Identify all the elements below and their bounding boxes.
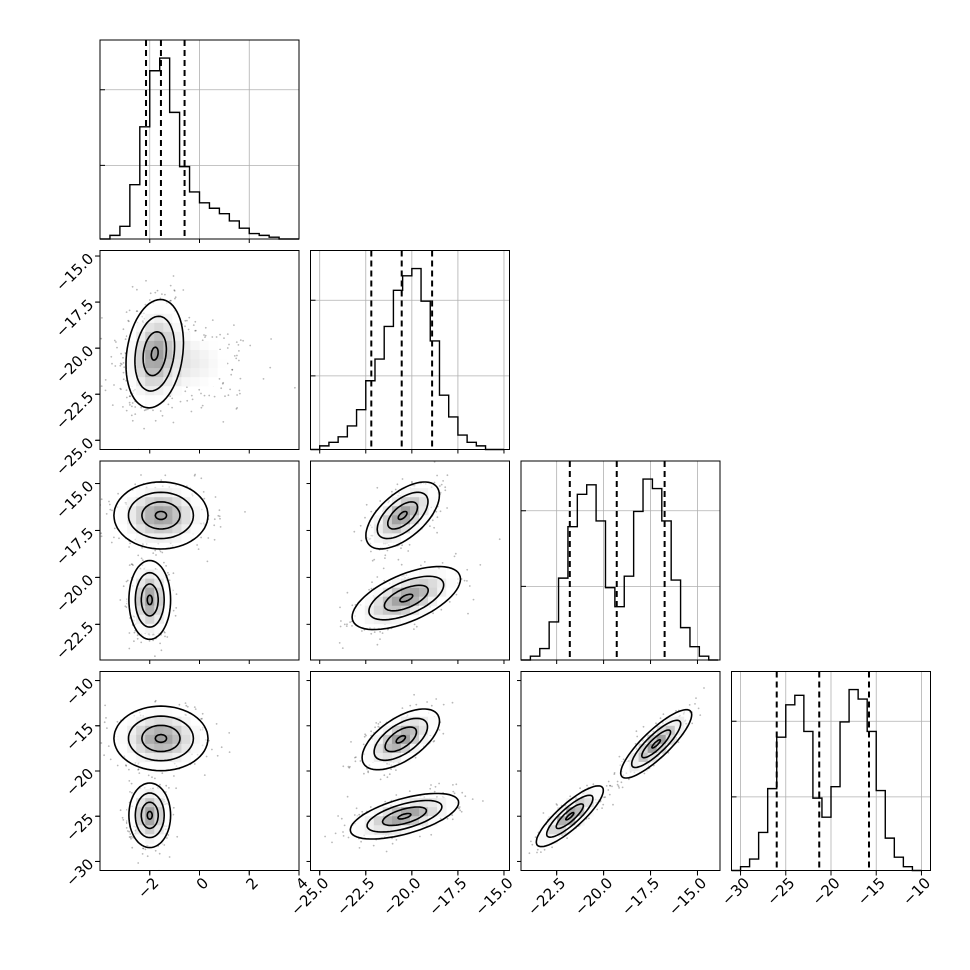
y-tick-label: −25.0 [52,434,97,479]
joint-panel-0-3 [100,671,299,871]
contour-line [399,593,414,603]
contour-line [384,726,418,753]
marginal-panel-1 [310,250,510,451]
y-tick-label: −22.5 [52,388,97,433]
contour-line [619,708,693,779]
density-contours [535,708,693,848]
panel-frame [310,460,510,661]
contour-line [150,346,159,361]
joint-panel-1-3 [310,671,510,871]
density-contours [351,481,462,631]
histogram-step-2 [521,478,719,661]
contour-line [535,785,605,848]
contour-line [127,715,195,762]
panel-bg [310,250,510,450]
x-tick-label: −22.5 [333,874,378,919]
contour-line [154,510,168,521]
contour-line [387,501,419,530]
y-tick-label: −15.0 [52,250,97,295]
y-tick-label: −15.0 [52,477,97,522]
marginal-panel-0 [99,39,300,240]
y-tick-label: −17.5 [52,524,97,569]
contour-line [140,801,159,830]
contour-line [630,719,682,769]
x-tick-label: −2 [134,874,162,902]
y-tick-label: −20.0 [52,342,97,387]
panel-frame [520,460,721,661]
contour-line [395,734,407,744]
y-tick-label: −30 [62,855,97,890]
contour-line [134,571,166,628]
panel-bg [310,671,510,871]
y-tick-label: −20.0 [52,571,97,616]
contour-line [383,584,430,612]
y-tick-label: −22.5 [52,618,97,663]
contour-line [365,481,441,550]
contour-line [397,812,412,820]
x-tick-label: −20 [809,874,844,909]
contour-line [545,794,594,838]
density-contours [113,481,209,641]
contour-line [146,594,153,606]
joint-panel-0-1 [100,250,299,450]
histogram-step-0 [100,57,299,240]
contour-line [555,803,585,830]
contour-line [127,491,195,540]
joint-panel-0-2 [100,461,299,660]
x-tick-label: −17.5 [425,874,470,919]
y-tick-label: −25 [62,810,97,845]
contour-line [146,810,153,821]
density-contours [125,298,185,409]
x-tick-label: 2 [242,874,261,893]
y-tick-label: −20 [62,765,97,800]
histogram-step-3 [731,688,922,872]
y-tick-label: −15 [62,719,97,754]
x-tick-label: −15 [854,874,889,909]
y-tick-label: −17.5 [52,296,97,341]
x-tick-label: −15.0 [665,874,710,919]
joint-panel-1-2 [310,461,510,660]
contour-line [373,717,429,762]
contour-line [125,298,185,409]
x-tick-label: −15.0 [471,874,516,919]
contour-line [565,811,575,821]
contour-line [640,729,672,759]
contour-line [141,724,181,753]
x-tick-label: −25 [763,874,798,909]
contour-line [366,799,443,833]
contour-line [141,501,181,530]
panel-frame [310,250,510,450]
contour-line [397,510,408,521]
panel-bg [100,671,299,871]
x-tick-label: −10 [899,874,934,909]
contour-line [376,491,429,540]
y-tick-label: −10 [62,674,97,709]
density-contours [113,705,209,849]
x-tick-label: −20.0 [379,874,424,919]
contour-line [134,792,166,839]
contour-line [651,739,662,749]
contour-line [368,575,445,621]
x-tick-label: −30 [718,874,753,909]
x-tick-label: 0 [193,874,212,893]
contour-line [361,708,441,771]
marginal-panel-2 [520,460,721,661]
contour-line [154,733,168,744]
contour-line [349,792,460,840]
contour-line [351,565,462,631]
x-tick-label: −22.5 [524,874,569,919]
contour-line [134,315,176,392]
contour-line [381,806,428,827]
marginal-panel-3 [731,671,931,872]
contour-line [140,583,159,617]
x-tick-label: −20.0 [571,874,616,919]
joint-panel-2-3 [521,671,720,871]
panel-bg [521,461,720,660]
density-contours [349,708,460,840]
x-tick-label: −17.5 [618,874,663,919]
contour-line [142,330,168,377]
